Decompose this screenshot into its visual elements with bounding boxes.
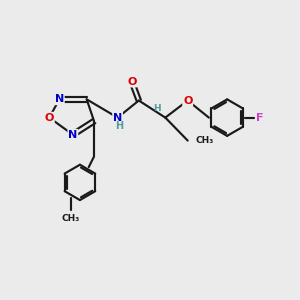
Text: H: H	[153, 104, 160, 113]
Text: CH₃: CH₃	[62, 214, 80, 224]
Text: N: N	[113, 112, 122, 123]
Text: H: H	[116, 121, 124, 131]
Text: O: O	[127, 77, 136, 87]
Text: N: N	[55, 94, 64, 104]
Text: N: N	[68, 130, 77, 140]
Text: F: F	[256, 112, 263, 123]
Text: O: O	[183, 95, 192, 106]
Text: O: O	[45, 112, 54, 123]
Text: CH₃: CH₃	[196, 136, 214, 145]
